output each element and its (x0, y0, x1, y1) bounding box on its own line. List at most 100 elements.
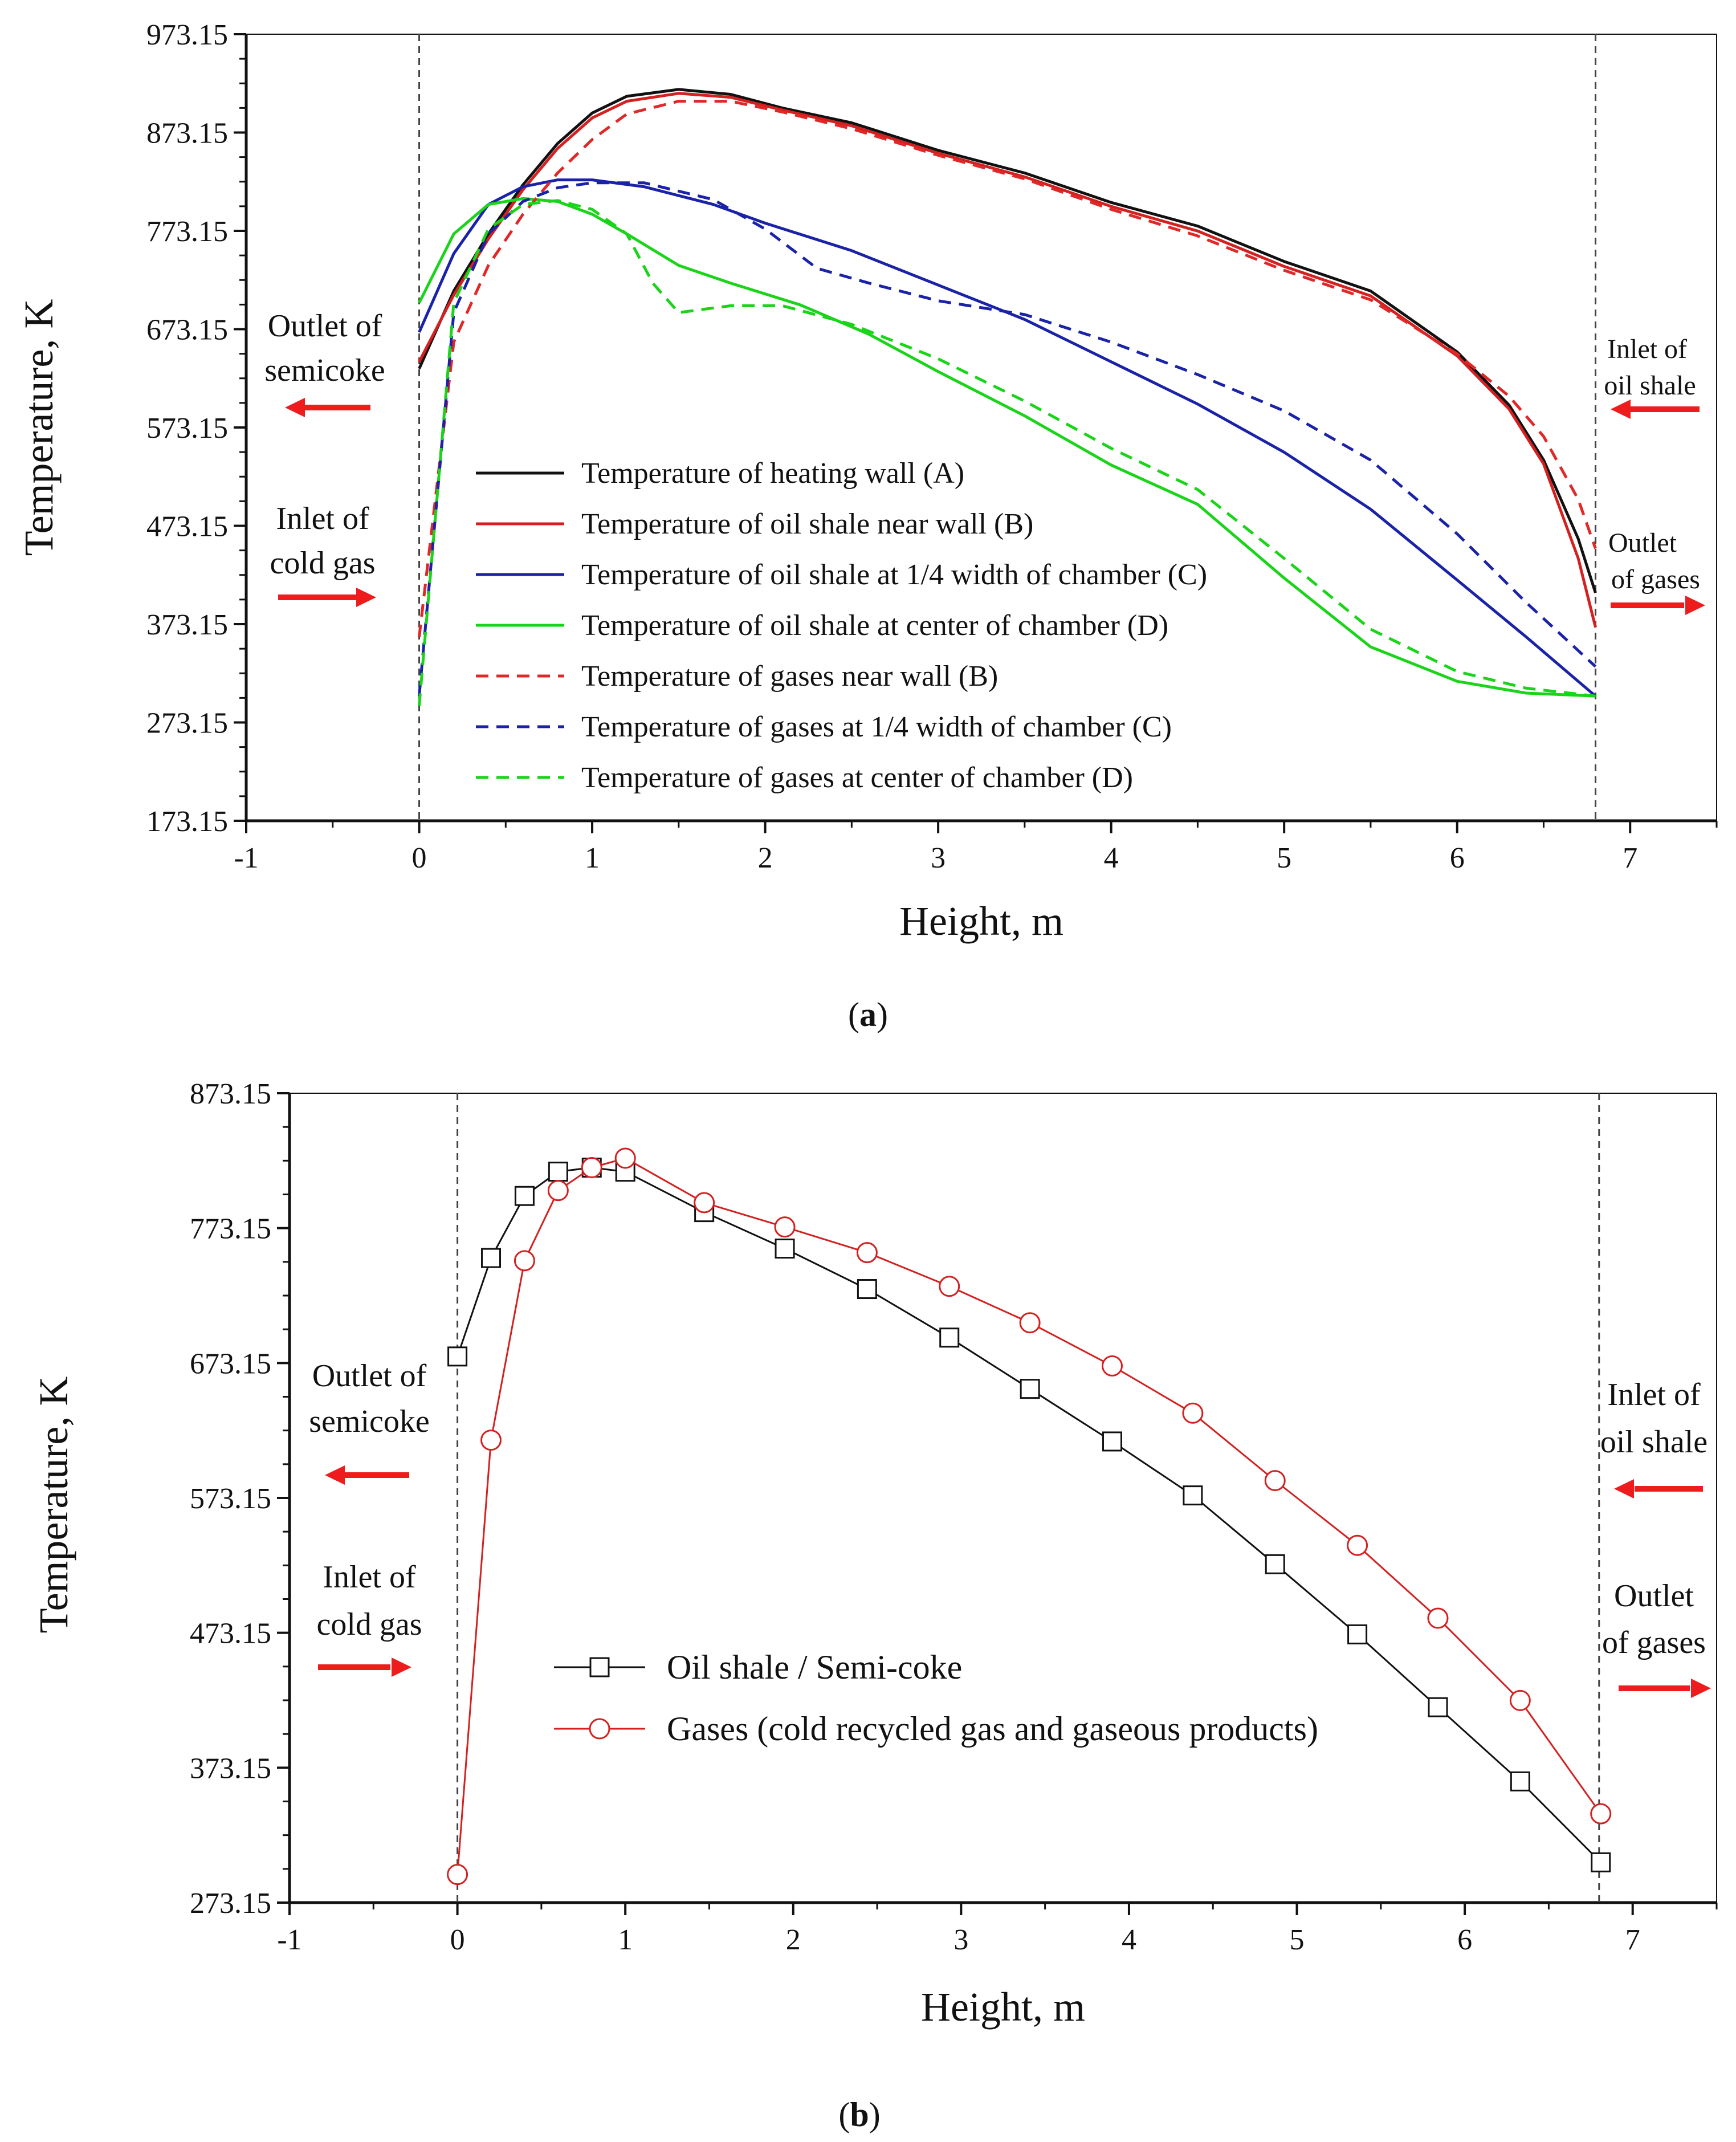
y-tick-label: 673.15 (146, 314, 228, 347)
data-point-circle (939, 1276, 960, 1297)
panel-a-annotation-outlet-semicoke: Outlet of semicoke (264, 308, 385, 417)
y-tick-label: 373.15 (190, 1752, 271, 1785)
panel-b-series-lines (447, 1147, 1612, 1886)
series-line-gases-cold-recycled-gas-and-gaseous-products (457, 1157, 1601, 1875)
data-point-square (447, 1346, 468, 1367)
caption-letter: b (850, 2096, 869, 2133)
y-tick-label: 773.15 (146, 215, 228, 248)
left-arrow-icon (1611, 400, 1700, 419)
x-tick-label: 6 (1450, 842, 1465, 874)
panel-a-y-ticks: 173.15 273.15 373.15 473.15 573.15 673.15 773.… (146, 19, 246, 838)
panel-b-caption: (b) (838, 2096, 880, 2133)
data-point-square (1102, 1431, 1122, 1452)
panel-b-x-axis-title: Height, m (921, 1984, 1085, 2030)
panel-b-annotation-inlet-cold-gas: Inlet of cold gas (316, 1559, 422, 1677)
anno-line-1: Inlet of (1607, 1377, 1701, 1412)
data-point-circle (447, 1864, 468, 1886)
legend-marker-circle (589, 1718, 610, 1740)
data-point-square (1265, 1554, 1285, 1574)
data-point-circle (1427, 1607, 1449, 1629)
x-tick-label: 4 (1122, 1924, 1136, 1956)
x-tick-label: 2 (786, 1924, 801, 1956)
anno-line-2: oil shale (1600, 1424, 1708, 1460)
series-line-temperature-of-heating-wall-a (418, 88, 1597, 593)
panel-b-boundary-lines (457, 1093, 1600, 1903)
x-tick-label: 3 (931, 842, 946, 874)
x-tick-label: 7 (1623, 842, 1637, 874)
caption-letter: a (859, 996, 877, 1033)
data-point-square (481, 1248, 502, 1268)
anno-line-1: Outlet of (268, 308, 382, 344)
left-arrow-icon (285, 398, 370, 417)
x-tick-label: 6 (1457, 1924, 1472, 1956)
panel-a-x-ticks: -1 0 1 2 3 4 5 6 7 (234, 821, 1718, 874)
anno-line-1: Outlet (1614, 1578, 1694, 1614)
y-tick-label: 973.15 (146, 19, 228, 51)
right-arrow-icon (1619, 1679, 1711, 1698)
panel-b-y-axis-title: Temperature, K (31, 1377, 76, 1634)
data-point-square (548, 1162, 568, 1182)
series-line-temperature-of-gases-near-wall-b (418, 100, 1597, 637)
anno-line-2: of gases (1611, 564, 1700, 594)
panel-b-x-ticks: -1 0 1 2 3 4 5 6 7 (277, 1903, 1718, 1956)
legend-label: Gases (cold recycled gas and gaseous pro… (667, 1710, 1318, 1748)
left-arrow-icon (1614, 1479, 1703, 1498)
panel-a-y-axis-title: Temperature, K (16, 299, 62, 556)
anno-line-1: Outlet of (312, 1358, 427, 1394)
data-point-circle (856, 1242, 878, 1264)
series-line-temperature-of-oil-shale-at-1-4-width-of-chamber-c (418, 178, 1597, 698)
panel-a-x-axis-title: Height, m (899, 898, 1063, 944)
data-point-circle (514, 1250, 535, 1272)
anno-line-2: semicoke (309, 1404, 429, 1439)
x-tick-label: 0 (412, 842, 427, 874)
series-line-temperature-of-gases-at-1-4-width-of-chamber-c (418, 181, 1597, 697)
data-point-circle (1509, 1689, 1531, 1711)
y-tick-label: 873.15 (146, 117, 228, 150)
panel-b-annotation-inlet-oil-shale: Inlet of oil shale (1600, 1377, 1708, 1498)
panel-a-annotation-inlet-cold-gas: Inlet of cold gas (270, 501, 376, 607)
y-tick-label: 273.15 (190, 1887, 271, 1920)
right-arrow-icon (318, 1658, 411, 1677)
y-tick-label: 473.15 (190, 1618, 271, 1650)
legend-label: Oil shale / Semi-coke (667, 1648, 962, 1686)
legend-label: Temperature of heating wall (A) (581, 457, 964, 490)
y-tick-label: 473.15 (146, 511, 228, 543)
panel-a-chart: 173.15 273.15 373.15 473.15 573.15 673.15 773.… (16, 19, 1718, 1033)
data-point-circle (480, 1430, 502, 1451)
series-line-oil-shale-semi-coke (457, 1167, 1601, 1863)
y-tick-label: 173.15 (146, 805, 228, 838)
panel-a-series-lines (418, 88, 1597, 706)
x-tick-label: 0 (450, 1924, 465, 1956)
y-tick-label: 373.15 (146, 609, 228, 641)
legend-label: Temperature of oil shale near wall (B) (581, 508, 1033, 540)
legend-label: Temperature of gases at 1/4 width of cha… (581, 711, 1172, 743)
x-tick-label: -1 (234, 842, 258, 874)
data-point-circle (1590, 1803, 1612, 1825)
x-tick-label: 1 (585, 842, 600, 874)
y-tick-label: 873.15 (190, 1078, 271, 1110)
x-tick-label: 3 (953, 1924, 968, 1956)
panel-b-y-ticks: 273.15 373.15 473.15 573.15 673.15 773.15 873.… (190, 1078, 290, 1920)
y-tick-label: 573.15 (146, 412, 228, 445)
data-point-square (1428, 1697, 1448, 1717)
left-arrow-icon (325, 1465, 409, 1485)
panel-a-boundary-lines (418, 34, 1597, 821)
anno-line-1: Outlet (1608, 528, 1677, 558)
data-point-circle (547, 1180, 569, 1202)
series-line-temperature-of-gases-at-center-of-chamber-d (418, 199, 1596, 706)
anno-line-1: Inlet of (323, 1559, 416, 1595)
x-tick-label: 7 (1625, 1924, 1640, 1956)
data-point-square (1020, 1379, 1040, 1399)
legend-label: Temperature of oil shale at 1/4 width of… (581, 559, 1207, 591)
anno-line-2: semicoke (264, 353, 385, 388)
y-tick-label: 773.15 (190, 1213, 271, 1245)
anno-line-2: oil shale (1604, 370, 1696, 401)
legend-marker-square (589, 1657, 610, 1677)
legend-label: Temperature of gases near wall (B) (581, 660, 998, 693)
legend-label: Temperature of oil shale at center of ch… (581, 609, 1168, 642)
x-tick-label: 2 (758, 842, 773, 874)
y-tick-label: 273.15 (146, 707, 228, 740)
data-point-circle (1264, 1470, 1286, 1492)
anno-line-2: of gases (1602, 1625, 1706, 1660)
panel-a-legend: Temperature of heating wall (A) Temperatu… (476, 457, 1207, 794)
